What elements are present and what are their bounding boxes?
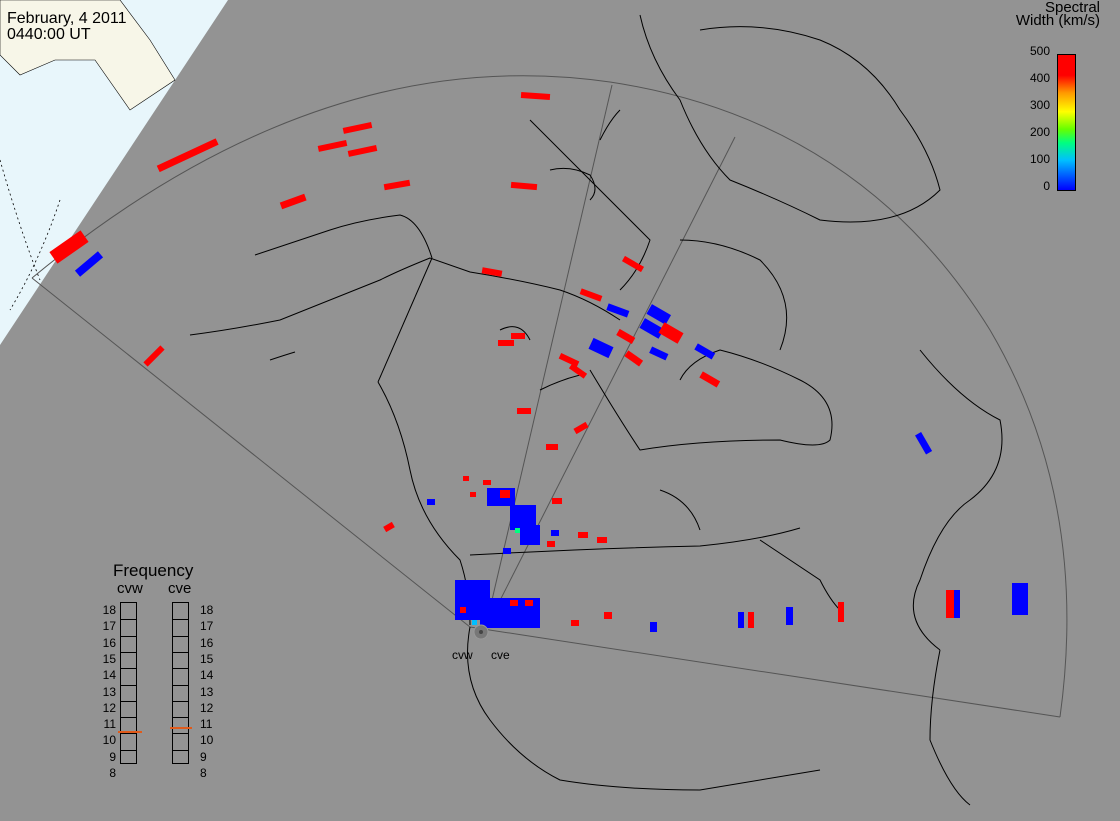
frequency-tick (121, 717, 136, 719)
frequency-tick (121, 684, 136, 686)
daylight-land-region (0, 0, 176, 111)
frequency-label-right: 17 (200, 619, 214, 634)
site-label-cve: cve (491, 648, 510, 662)
frequency-tick (173, 619, 188, 621)
frequency-label-left: 10 (102, 733, 116, 748)
colorbar-label-100: 100 (1029, 152, 1050, 166)
frequency-label-left: 15 (102, 651, 116, 666)
frequency-tick (173, 733, 188, 735)
colorbar-label-200: 200 (1029, 125, 1050, 139)
frequency-indicator-cvw (118, 730, 142, 733)
radar-site-center (479, 630, 483, 634)
frequency-label-left: 11 (103, 717, 116, 732)
frequency-label-right: 18 (200, 603, 214, 617)
daylight-dotted-line (0, 159, 41, 281)
frequency-bar-cvw (120, 602, 137, 764)
frequency-title: Frequency (113, 561, 194, 580)
frequency-tick (173, 749, 188, 751)
frequency-label-right: 15 (200, 651, 214, 666)
frequency-label-right: 8 (200, 766, 207, 780)
fov-outline (31, 75, 1068, 718)
frequency-label-right: 16 (200, 635, 214, 650)
coastlines (189, 14, 1003, 806)
colorbar-label-400: 400 (1029, 71, 1050, 85)
colorbar-title-line1: Spectral (1044, 0, 1100, 16)
frequency-label-left: 14 (102, 668, 116, 683)
frequency-label-right: 9 (200, 749, 207, 764)
time-label: 0440:00 UT (7, 26, 91, 43)
frequency-indicator-cve (170, 727, 192, 730)
frequency-bar-cve (172, 602, 189, 764)
frequency-tick (121, 700, 136, 702)
date-label: February, 4 2011 (7, 10, 127, 27)
frequency-label-left: 17 (102, 619, 116, 634)
frequency-label-right: 13 (200, 684, 214, 699)
frequency-label-left: 18 (102, 603, 116, 617)
colorbar-label-0: 0 (1043, 179, 1050, 193)
frequency-label-left: 12 (102, 700, 116, 715)
frequency-label-right: 14 (200, 668, 214, 683)
frequency-tick (121, 733, 136, 735)
frequency-tick (173, 717, 188, 719)
frequency-tick (173, 651, 188, 653)
frequency-tick (121, 749, 136, 751)
frequency-tick (121, 619, 136, 621)
frequency-label-right: 10 (200, 733, 214, 748)
frequency-tick (173, 700, 188, 702)
colorbar (1057, 54, 1076, 191)
scatter-data (49, 92, 1028, 632)
colorbar-label-300: 300 (1029, 98, 1050, 112)
frequency-label-right: 12 (200, 700, 214, 715)
daylight-dotted-line-2 (9, 199, 61, 311)
frequency-label-left: 9 (109, 749, 116, 764)
radar-name-cve: cve (168, 580, 192, 597)
site-label-cvw: cvw (452, 648, 473, 662)
frequency-tick (121, 668, 136, 670)
frequency-tick (173, 635, 188, 637)
frequency-label-right: 11 (200, 717, 213, 732)
frequency-tick (121, 635, 136, 637)
radar-name-cvw: cvw (117, 580, 143, 597)
frequency-tick (173, 684, 188, 686)
colorbar-title-line2: Width (km/s) (1015, 12, 1100, 29)
frequency-tick (173, 668, 188, 670)
frequency-label-left: 8 (109, 766, 116, 780)
frequency-label-left: 16 (102, 635, 116, 650)
frequency-tick (121, 651, 136, 653)
frequency-label-left: 13 (102, 684, 116, 699)
colorbar-label-500: 500 (1029, 44, 1050, 58)
